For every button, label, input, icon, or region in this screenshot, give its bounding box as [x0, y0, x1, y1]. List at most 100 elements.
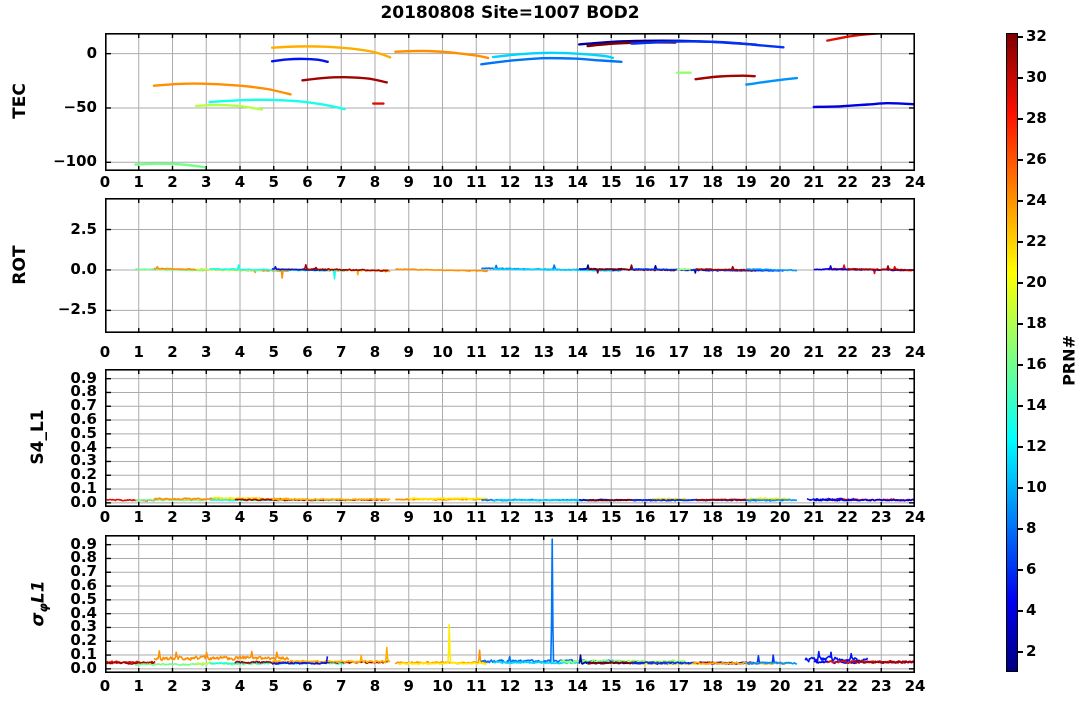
x-tick-label: 3: [201, 173, 212, 191]
chart-title: 20180808 Site=1007 BOD2: [380, 3, 640, 23]
x-tick-label: 5: [268, 677, 279, 695]
y-tick-label: 0.5: [70, 589, 97, 608]
y-tick-label: 0.3: [70, 617, 97, 636]
y-tick-label: 0.4: [70, 603, 97, 622]
colorbar-tick: [1018, 281, 1023, 284]
x-tick-label: 22: [837, 508, 858, 526]
y-tick-label: 0.0: [70, 259, 97, 278]
x-tick-label: 15: [600, 173, 622, 191]
x-tick-label: 10: [432, 343, 453, 361]
y-tick-label: 0.8: [70, 382, 97, 401]
x-tick-label: 10: [432, 677, 453, 695]
y-tick-label: 0.0: [70, 492, 97, 511]
x-tick-label: 19: [735, 343, 757, 361]
x-tick-label: 21: [803, 173, 825, 191]
x-tick-label: 14: [567, 343, 588, 361]
colorbar-tick-label: 24: [1026, 190, 1047, 209]
x-tick-label: 18: [702, 677, 723, 695]
x-tick-label: 0: [99, 173, 111, 191]
x-tick-label: 22: [837, 343, 858, 361]
x-tick-label: 12: [499, 677, 521, 695]
x-tick-label: 6: [302, 343, 313, 361]
y-tick-label: 0.1: [70, 645, 97, 664]
x-tick-label: 20: [769, 677, 791, 695]
x-tick-label: 13: [533, 508, 555, 526]
x-tick-label: 16: [634, 343, 656, 361]
x-tick-label: 20: [769, 508, 791, 526]
x-tick-label: 17: [668, 677, 690, 695]
y-tick-label: 0.6: [70, 576, 97, 595]
colorbar-tick-label: 30: [1026, 68, 1047, 87]
x-tick-label: 18: [702, 508, 723, 526]
y-tick-label: −50: [63, 97, 97, 116]
y-tick-label: 0.5: [70, 423, 97, 442]
colorbar-tick-label: 16: [1026, 354, 1047, 373]
colorbar-tick-label: 2: [1026, 641, 1037, 660]
x-tick-label: 1: [133, 677, 144, 695]
colorbar-tick-label: 14: [1026, 395, 1047, 414]
x-tick-label: 8: [369, 343, 381, 361]
x-tick-label: 1: [133, 508, 144, 526]
y-tick-label: −100: [53, 152, 97, 171]
y-tick-label: 0.7: [70, 396, 97, 415]
x-tick-label: 18: [702, 173, 723, 191]
x-tick-label: 9: [403, 677, 414, 695]
colorbar-tick: [1018, 650, 1023, 653]
colorbar-tick-label: 18: [1026, 313, 1047, 332]
x-tick-label: 12: [499, 508, 521, 526]
y-tick-label: 0.9: [70, 534, 97, 553]
colorbar-tick-label: 22: [1026, 231, 1047, 250]
x-tick-label: 2: [167, 677, 178, 695]
x-tick-label: 14: [567, 677, 588, 695]
x-tick-label: 3: [201, 677, 212, 695]
x-tick-label: 23: [870, 173, 892, 191]
x-tick-label: 13: [533, 343, 555, 361]
x-tick-label: 0: [99, 343, 111, 361]
x-tick-label: 9: [403, 343, 414, 361]
x-tick-label: 24: [904, 343, 926, 361]
panel-sigphil1-plot: [105, 535, 915, 673]
x-tick-label: 20: [769, 343, 791, 361]
x-tick-label: 2: [167, 173, 178, 191]
y-tick-label: 0.2: [70, 465, 97, 484]
x-tick-label: 18: [702, 343, 723, 361]
colorbar-tick: [1018, 199, 1023, 202]
x-tick-label: 24: [904, 173, 926, 191]
x-tick-label: 8: [369, 173, 381, 191]
x-tick-label: 10: [432, 173, 453, 191]
colorbar-tick: [1018, 568, 1023, 571]
colorbar-tick: [1018, 404, 1023, 407]
x-tick-label: 9: [403, 173, 414, 191]
x-tick-label: 7: [336, 173, 347, 191]
x-tick-label: 23: [870, 508, 892, 526]
colorbar-tick: [1018, 609, 1023, 612]
x-tick-label: 20: [769, 173, 791, 191]
x-tick-label: 10: [432, 508, 453, 526]
x-tick-label: 6: [302, 173, 313, 191]
x-tick-label: 6: [302, 508, 313, 526]
colorbar-tick-label: 12: [1026, 436, 1047, 455]
x-tick-label: 5: [268, 173, 279, 191]
colorbar-tick: [1018, 322, 1023, 325]
x-tick-label: 15: [600, 508, 622, 526]
x-tick-label: 5: [268, 343, 279, 361]
x-tick-label: 11: [465, 343, 487, 361]
colorbar-tick: [1018, 363, 1023, 366]
colorbar-tick-label: 20: [1026, 272, 1047, 291]
panel-tec-plot: [105, 33, 915, 171]
x-tick-label: 14: [567, 508, 588, 526]
x-tick-label: 23: [870, 343, 892, 361]
x-tick-label: 21: [803, 508, 825, 526]
y-tick-label: 0.3: [70, 451, 97, 470]
y-tick-label: 0.1: [70, 479, 97, 498]
y-tick-label: 0: [86, 43, 97, 62]
y-tick-label: 0.7: [70, 562, 97, 581]
x-tick-label: 24: [904, 677, 926, 695]
x-tick-label: 2: [167, 343, 178, 361]
x-tick-label: 24: [904, 508, 926, 526]
x-tick-label: 1: [133, 173, 144, 191]
x-tick-label: 4: [234, 508, 246, 526]
x-tick-label: 15: [600, 343, 622, 361]
x-tick-label: 4: [234, 343, 246, 361]
